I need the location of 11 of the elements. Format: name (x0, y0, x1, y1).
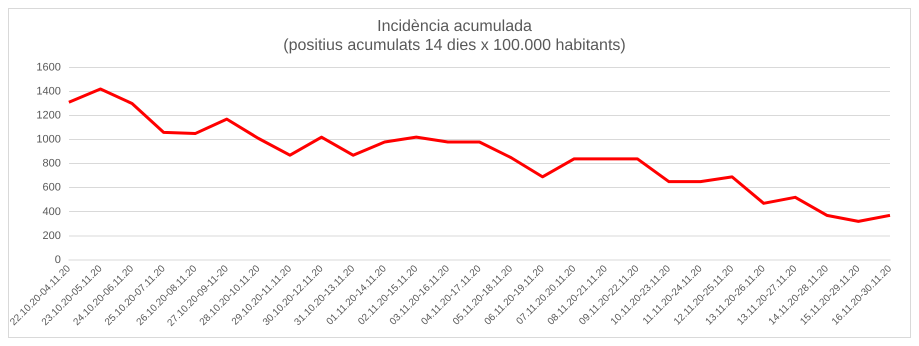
y-tick-label: 400 (42, 206, 61, 218)
y-tick-label: 200 (42, 230, 61, 242)
y-tick-label: 800 (42, 158, 61, 170)
y-tick-label: 1600 (36, 61, 61, 74)
text: (positius acumulats 14 dies x 100.000 habitants) (283, 37, 626, 54)
y-tick-label: 1400 (36, 85, 61, 98)
text: Incidència acumulada (377, 18, 532, 36)
y-tick-label: 1000 (36, 134, 61, 146)
y-tick-label: 1200 (36, 110, 61, 122)
y-tick-label: 0 (54, 254, 61, 266)
y-tick-label: 600 (42, 182, 61, 194)
